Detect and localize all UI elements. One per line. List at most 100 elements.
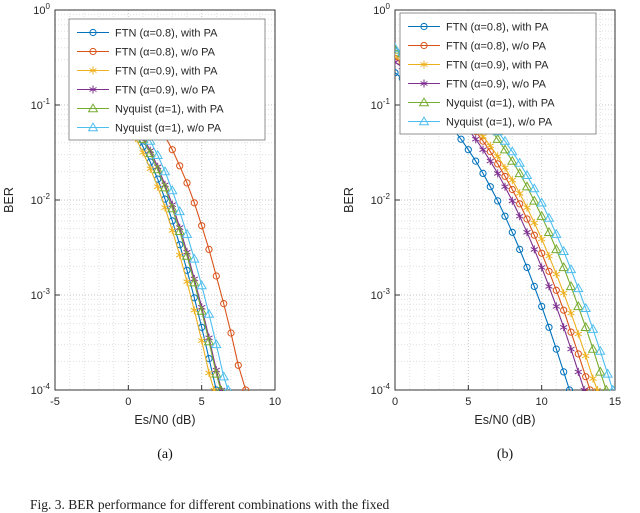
marker-triangle — [587, 343, 599, 353]
marker-circle — [523, 263, 531, 271]
marker-triangle — [181, 228, 193, 238]
marker-triangle — [507, 146, 518, 156]
plot-a: -5 0 5 10 100 10-1 10-2 10-3 10-4 Es/N0 (dB) BER FT… — [2, 2, 281, 427]
marker-triangle — [543, 226, 555, 236]
marker-circle — [545, 267, 553, 275]
marker-asterisk — [146, 164, 155, 173]
legend: FTN (α=0.8), with PA FTN (α=0.8), w/o PA F… — [68, 18, 266, 141]
marker-circle — [586, 386, 594, 391]
marker-asterisk — [545, 282, 553, 291]
marker-circle — [457, 135, 465, 143]
y-tick-label: 100 — [373, 2, 390, 17]
series-line — [142, 106, 247, 391]
marker-circle — [486, 183, 494, 191]
series-group — [109, 101, 250, 391]
marker-triangle — [529, 195, 540, 205]
series-markers — [110, 101, 220, 391]
legend-label: FTN (α=0.9), with PA — [446, 60, 549, 72]
marker-circle — [205, 245, 213, 253]
legend-label: Nyquist (α=1), with PA — [446, 98, 555, 110]
marker-circle — [582, 373, 590, 381]
marker-triangle — [174, 225, 185, 235]
marker-circle — [538, 249, 546, 257]
marker-circle — [523, 215, 531, 223]
marker-triangle — [196, 280, 207, 290]
marker-triangle — [551, 244, 562, 254]
marker-triangle — [514, 157, 525, 167]
marker-triangle — [580, 321, 591, 331]
x-tick-label: 5 — [199, 396, 205, 408]
marker-circle — [501, 212, 509, 220]
marker-triangle — [499, 144, 511, 154]
x-tick-label: 10 — [269, 396, 281, 408]
marker-triangle — [521, 169, 533, 179]
marker-asterisk — [89, 66, 97, 75]
marker-asterisk — [537, 235, 546, 243]
marker-triangle — [492, 133, 503, 143]
marker-triangle — [203, 308, 215, 318]
marker-asterisk — [537, 263, 546, 272]
marker-circle — [552, 345, 560, 353]
marker-triangle — [573, 301, 584, 311]
marker-asterisk — [515, 212, 524, 221]
series-markers — [139, 103, 250, 391]
marker-triangle — [181, 250, 193, 260]
marker-asterisk — [567, 345, 575, 354]
y-tick-label: 10-3 — [31, 287, 51, 302]
marker-triangle — [536, 210, 547, 220]
marker-asterisk — [190, 306, 199, 315]
marker-circle — [183, 179, 191, 187]
marker-asterisk — [89, 85, 97, 94]
marker-asterisk — [486, 157, 495, 166]
marker-asterisk — [545, 252, 553, 260]
marker-asterisk — [395, 58, 399, 67]
marker-triangle — [395, 42, 401, 52]
marker-circle — [508, 185, 516, 194]
marker-asterisk — [175, 251, 184, 260]
marker-asterisk — [567, 309, 575, 318]
marker-triangle — [573, 283, 584, 293]
marker-circle — [464, 146, 472, 154]
legend-label: FTN (α=0.9), with PA — [115, 66, 218, 78]
marker-asterisk — [523, 228, 531, 237]
marker-triangle — [514, 168, 525, 178]
legend-label: Nyquist (α=1), with PA — [115, 104, 224, 116]
marker-circle — [494, 160, 502, 168]
marker-circle — [190, 199, 198, 207]
marker-asterisk — [493, 152, 502, 161]
y-tick-label: 10-4 — [371, 382, 391, 397]
y-tick-label: 100 — [33, 2, 50, 17]
marker-asterisk — [515, 189, 524, 198]
figure-caption: Fig. 3. BER performance for different co… — [30, 497, 390, 512]
marker-circle — [89, 28, 97, 37]
marker-triangle — [152, 164, 163, 174]
marker-triangle — [145, 135, 156, 145]
marker-circle — [508, 228, 516, 236]
subfigure-label-a: (a) — [157, 447, 173, 462]
legend-box — [68, 18, 266, 141]
marker-asterisk — [530, 218, 539, 227]
marker-asterisk — [420, 79, 428, 88]
marker-circle — [530, 231, 538, 239]
legend: FTN (α=0.8), with PA FTN (α=0.8), w/o PA F… — [399, 12, 597, 135]
marker-triangle — [543, 212, 555, 222]
marker-asterisk — [501, 163, 509, 172]
legend-box — [399, 12, 597, 135]
marker-triangle — [145, 148, 156, 158]
marker-triangle — [189, 253, 200, 263]
marker-circle — [552, 286, 560, 294]
marker-triangle — [609, 384, 615, 391]
marker-circle — [212, 272, 220, 280]
marker-asterisk — [581, 351, 590, 360]
marker-circle — [494, 197, 502, 205]
y-axis-label: BER — [342, 187, 356, 213]
marker-triangle — [602, 384, 610, 391]
y-tick-label: 10-2 — [371, 192, 391, 207]
marker-triangle — [87, 122, 99, 132]
marker-triangle — [602, 368, 613, 378]
marker-triangle — [167, 203, 178, 213]
marker-asterisk — [552, 302, 561, 311]
marker-asterisk — [420, 60, 428, 69]
marker-asterisk — [523, 203, 531, 212]
